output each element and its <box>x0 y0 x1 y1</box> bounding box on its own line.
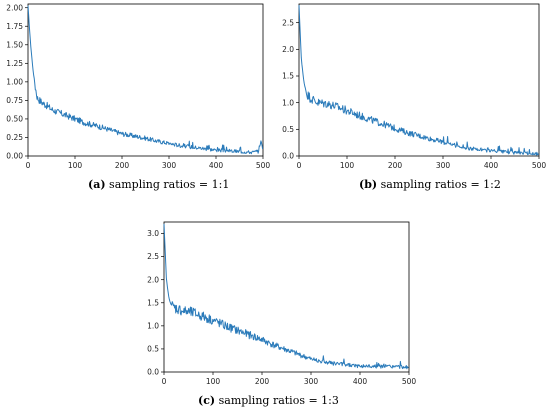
loss-series-line <box>27 5 264 155</box>
x-tick-label: 300 <box>304 377 319 386</box>
caption-b-label: (b) <box>359 178 378 191</box>
caption-c-text: sampling ratios = 1:3 <box>218 394 339 407</box>
plot-frame <box>27 3 264 157</box>
chart-panel-a: 0.00 0.25 0.50 0.75 1.00 1.25 1.50 1.75 2.00 0 100… <box>0 0 275 200</box>
x-tick-label: 200 <box>255 377 270 386</box>
x-tick-label: 200 <box>388 161 403 170</box>
y-tick-label: 1.5 <box>282 72 294 81</box>
x-tick-label: 200 <box>115 161 130 170</box>
x-tick-label: 300 <box>436 161 451 170</box>
y-tick-label: 0.25 <box>6 133 23 142</box>
x-tick-label: 0 <box>26 161 31 170</box>
y-tick-label: 2.0 <box>147 275 159 284</box>
caption-b: (b) sampling ratios = 1:2 <box>359 178 501 191</box>
x-tick-label: 100 <box>206 377 221 386</box>
caption-c: (c) sampling ratios = 1:3 <box>198 394 339 407</box>
loss-series-line <box>298 5 540 156</box>
y-tick-label: 1.0 <box>282 98 294 107</box>
y-tick-label: 0.50 <box>6 115 23 124</box>
caption-a: (a) sampling ratios = 1:1 <box>88 178 229 191</box>
caption-a-text: sampling ratios = 1:1 <box>109 178 230 191</box>
y-tick-label: 0.0 <box>147 368 159 377</box>
y-tick-label: 1.75 <box>6 22 23 31</box>
y-tick-label: 1.25 <box>6 59 23 68</box>
x-tick-label: 500 <box>256 161 271 170</box>
x-tick-label: 100 <box>68 161 83 170</box>
y-tick-label: 2.5 <box>147 252 159 261</box>
chart-b-svg: 0.0 0.5 1.0 1.5 2.0 2.5 0 100 200 300 400 500 <box>282 3 547 170</box>
plot-frame <box>163 221 410 373</box>
chart-c-svg: 0.0 0.5 1.0 1.5 2.0 2.5 3.0 0 100 200 300 400 500 <box>147 221 417 386</box>
y-tick-label: 1.5 <box>147 298 159 307</box>
caption-a-label: (a) <box>88 178 106 191</box>
x-tick-label: 500 <box>402 377 417 386</box>
x-tick-label: 300 <box>162 161 177 170</box>
chart-panel-b: 0.0 0.5 1.0 1.5 2.0 2.5 0 100 200 300 400 500 (b) s… <box>275 0 550 200</box>
plot-frame <box>298 3 540 157</box>
x-tick-label: 0 <box>162 377 167 386</box>
y-tick-label: 1.50 <box>6 40 23 49</box>
y-tick-label: 2.00 <box>6 3 23 12</box>
y-tick-label: 0.5 <box>282 125 294 134</box>
y-tick-label: 0.5 <box>147 345 159 354</box>
x-tick-label: 0 <box>297 161 302 170</box>
x-tick-label: 400 <box>209 161 224 170</box>
chart-panel-c: 0.0 0.5 1.0 1.5 2.0 2.5 3.0 0 100 200 300 400 500 (c… <box>134 218 419 416</box>
caption-b-text: sampling ratios = 1:2 <box>380 178 501 191</box>
y-tick-label: 0.0 <box>282 152 294 161</box>
y-tick-label: 0.75 <box>6 96 23 105</box>
caption-c-label: (c) <box>198 394 216 407</box>
y-tick-label: 3.0 <box>147 229 159 238</box>
y-tick-label: 1.0 <box>147 321 159 330</box>
loss-series-line <box>163 223 409 370</box>
x-tick-label: 400 <box>353 377 368 386</box>
x-tick-label: 100 <box>340 161 355 170</box>
y-tick-label: 1.00 <box>6 77 23 86</box>
y-tick-label: 0.00 <box>6 152 23 161</box>
x-tick-label: 500 <box>532 161 547 170</box>
chart-a-svg: 0.00 0.25 0.50 0.75 1.00 1.25 1.50 1.75 2.00 0 100… <box>6 3 271 170</box>
x-tick-label: 400 <box>484 161 499 170</box>
y-tick-label: 2.0 <box>282 45 294 54</box>
y-tick-label: 2.5 <box>282 18 294 27</box>
